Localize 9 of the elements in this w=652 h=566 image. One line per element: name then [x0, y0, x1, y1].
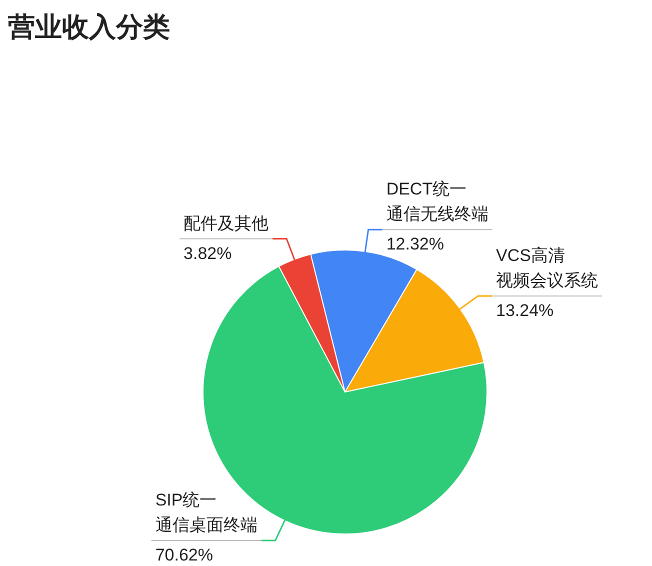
chart-title: 营业收入分类 [7, 12, 170, 42]
slice-label: DECT统一通信无线终端 [386, 180, 488, 224]
slice-label: SIP统一通信桌面终端 [155, 490, 258, 534]
data-label: 70.62% [155, 545, 214, 564]
slice-label: 配件及其他 [184, 214, 269, 233]
data-label: 13.24% [496, 301, 554, 320]
data-label: 3.82% [184, 244, 232, 263]
slice-label: VCS高清视频会议系统 [496, 246, 598, 290]
data-label: 12.32% [386, 234, 444, 254]
